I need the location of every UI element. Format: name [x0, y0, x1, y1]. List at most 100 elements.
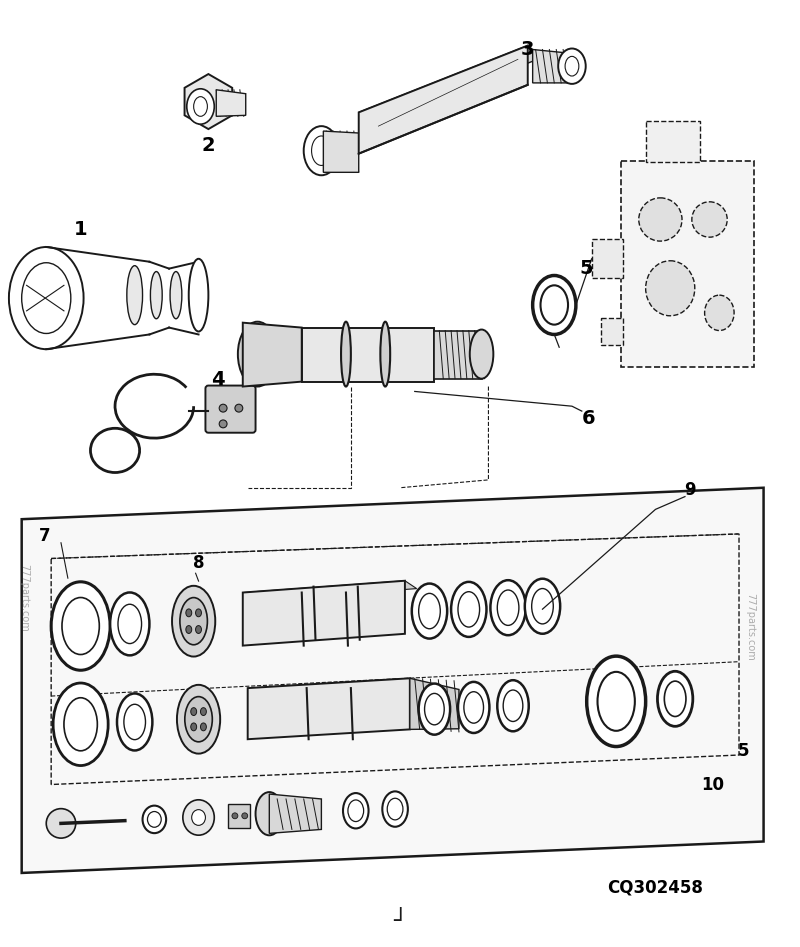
Ellipse shape — [190, 707, 197, 716]
Text: CQ302458: CQ302458 — [607, 879, 703, 897]
Text: 5: 5 — [580, 259, 594, 278]
Ellipse shape — [418, 684, 450, 735]
Ellipse shape — [186, 609, 192, 616]
Polygon shape — [216, 90, 246, 116]
Ellipse shape — [53, 683, 108, 765]
Ellipse shape — [219, 404, 227, 412]
Polygon shape — [270, 794, 322, 833]
Ellipse shape — [190, 723, 197, 731]
Ellipse shape — [255, 792, 283, 835]
Text: 3: 3 — [521, 40, 534, 59]
Ellipse shape — [183, 800, 214, 835]
Ellipse shape — [425, 693, 444, 724]
Ellipse shape — [348, 800, 364, 822]
Ellipse shape — [311, 136, 331, 166]
Ellipse shape — [118, 604, 142, 644]
Ellipse shape — [343, 793, 369, 829]
Ellipse shape — [46, 809, 76, 838]
Bar — [592, 240, 623, 278]
Ellipse shape — [533, 276, 576, 334]
Polygon shape — [242, 323, 302, 386]
Ellipse shape — [646, 260, 694, 315]
Ellipse shape — [586, 656, 646, 746]
Polygon shape — [242, 581, 417, 600]
FancyBboxPatch shape — [206, 385, 255, 433]
Polygon shape — [410, 678, 459, 729]
Polygon shape — [302, 328, 434, 382]
Ellipse shape — [124, 705, 146, 740]
Text: 1: 1 — [74, 220, 87, 239]
Text: 7: 7 — [38, 527, 50, 545]
Ellipse shape — [250, 358, 255, 364]
Ellipse shape — [658, 671, 693, 726]
Polygon shape — [242, 581, 405, 646]
Ellipse shape — [598, 671, 635, 731]
Polygon shape — [22, 488, 763, 873]
Ellipse shape — [412, 583, 447, 638]
Ellipse shape — [525, 579, 560, 634]
Ellipse shape — [189, 259, 208, 331]
Polygon shape — [248, 678, 420, 696]
Polygon shape — [358, 45, 528, 153]
Ellipse shape — [201, 707, 206, 716]
Ellipse shape — [232, 813, 238, 819]
Ellipse shape — [458, 682, 490, 733]
Polygon shape — [248, 678, 410, 740]
Ellipse shape — [498, 680, 529, 731]
Ellipse shape — [150, 272, 162, 319]
Ellipse shape — [64, 698, 98, 751]
Ellipse shape — [470, 330, 494, 379]
Ellipse shape — [186, 626, 192, 634]
Ellipse shape — [304, 126, 339, 175]
Ellipse shape — [464, 691, 483, 724]
Ellipse shape — [242, 813, 248, 819]
Text: 4: 4 — [211, 370, 225, 389]
Ellipse shape — [170, 272, 182, 319]
Bar — [646, 121, 700, 163]
Ellipse shape — [219, 420, 227, 428]
Ellipse shape — [185, 697, 212, 742]
Ellipse shape — [117, 693, 152, 750]
Polygon shape — [323, 131, 358, 172]
Ellipse shape — [177, 685, 220, 754]
Text: ┘: ┘ — [394, 912, 406, 932]
Polygon shape — [434, 331, 482, 379]
Ellipse shape — [541, 285, 568, 325]
Polygon shape — [533, 49, 572, 83]
Ellipse shape — [260, 344, 265, 350]
Ellipse shape — [532, 588, 554, 624]
Ellipse shape — [246, 334, 270, 374]
Polygon shape — [185, 74, 232, 129]
Ellipse shape — [638, 198, 682, 241]
Ellipse shape — [498, 590, 519, 625]
Ellipse shape — [458, 592, 479, 627]
Ellipse shape — [195, 609, 202, 616]
Text: 5: 5 — [738, 742, 750, 760]
Ellipse shape — [664, 681, 686, 717]
Ellipse shape — [503, 690, 523, 722]
Ellipse shape — [380, 322, 390, 386]
Ellipse shape — [451, 581, 486, 637]
Ellipse shape — [235, 404, 242, 412]
Ellipse shape — [147, 812, 162, 828]
Ellipse shape — [110, 593, 150, 655]
Ellipse shape — [558, 48, 586, 84]
Ellipse shape — [705, 295, 734, 331]
Ellipse shape — [490, 581, 526, 635]
Ellipse shape — [341, 322, 351, 386]
Text: 8: 8 — [193, 554, 204, 572]
Ellipse shape — [565, 57, 579, 76]
Ellipse shape — [22, 262, 71, 333]
Bar — [602, 318, 623, 346]
Bar — [228, 804, 250, 828]
Polygon shape — [358, 45, 542, 124]
Ellipse shape — [127, 266, 142, 325]
Ellipse shape — [692, 202, 727, 237]
Ellipse shape — [194, 97, 207, 116]
Bar — [621, 161, 754, 366]
Text: 10: 10 — [701, 776, 724, 794]
Ellipse shape — [195, 626, 202, 634]
Ellipse shape — [62, 598, 99, 654]
Text: 777parts.com: 777parts.com — [20, 563, 30, 632]
Ellipse shape — [260, 358, 265, 364]
